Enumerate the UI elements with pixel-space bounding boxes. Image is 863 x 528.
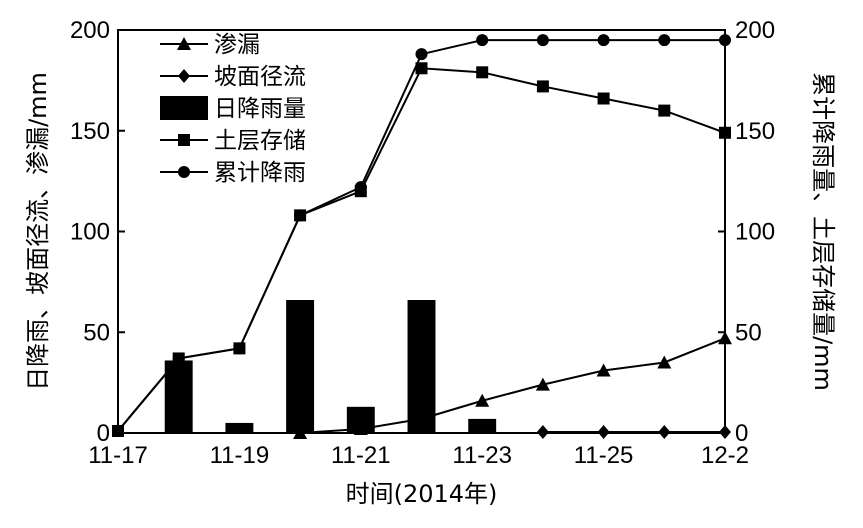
point-triangle — [596, 363, 611, 377]
y-left-tick-label: 50 — [83, 319, 110, 346]
point-triangle — [414, 411, 429, 425]
y-right-tick-label: 0 — [735, 420, 748, 447]
point-circle — [354, 181, 367, 194]
point-circle — [476, 34, 489, 47]
bar-daily-rainfall — [164, 360, 193, 433]
point-square — [536, 80, 549, 93]
point-square — [476, 66, 489, 79]
point-triangle — [718, 331, 732, 345]
point-circle — [719, 34, 731, 47]
point-triangle — [475, 393, 490, 407]
point-circle — [233, 342, 246, 355]
point-circle — [294, 209, 307, 222]
legend-label: 渗漏 — [214, 32, 260, 58]
bar-daily-rainfall — [286, 300, 315, 433]
bar-daily-rainfall — [407, 300, 436, 433]
legend-swatch-bar — [160, 96, 208, 120]
x-tick-label: 11-17 — [88, 442, 148, 469]
y-left-tick-label: 150 — [70, 118, 110, 145]
line-triangle — [300, 337, 726, 434]
x-axis-title: 时间(2014年) — [346, 480, 498, 508]
y-right-tick-label: 200 — [735, 17, 775, 44]
y-axis-right-title: 累计降雨量、土层存储量/mm — [809, 72, 837, 391]
x-tick-label: 11-23 — [452, 442, 512, 469]
point-square — [597, 92, 610, 105]
point-triangle — [535, 377, 550, 391]
legend-label: 日降雨量 — [214, 96, 306, 122]
point-square — [719, 126, 731, 139]
x-tick-label: 11-19 — [210, 442, 270, 469]
point-square — [658, 104, 671, 117]
x-tick-label: 11-21 — [331, 442, 391, 469]
y-left-tick-label: 100 — [70, 219, 110, 246]
legend-item: 日降雨量 — [160, 96, 306, 122]
y-left-tick-label: 200 — [70, 17, 110, 44]
legend-marker-triangle — [177, 37, 191, 50]
legend-label: 累计降雨 — [214, 160, 306, 186]
legend-item: 渗漏 — [160, 32, 260, 58]
legend-item: 土层存储 — [160, 128, 306, 154]
y-right-tick-label: 150 — [735, 118, 775, 145]
point-circle — [172, 352, 185, 365]
point-circle — [658, 34, 671, 47]
y-left-tick-label: 0 — [97, 420, 110, 447]
point-triangle — [657, 355, 672, 369]
bar-daily-rainfall — [468, 418, 497, 433]
axis-ticks: 0 50 100 150 200 0 50 100 150 200 11-17 11-19 11-21 1… — [70, 17, 775, 469]
legend-item: 累计降雨 — [160, 160, 306, 186]
point-circle — [415, 48, 428, 61]
y-right-tick-label: 100 — [735, 219, 775, 246]
legend-marker-diamond — [178, 69, 190, 83]
legend-marker-square — [178, 134, 190, 146]
y-right-tick-label: 50 — [735, 319, 762, 346]
bars-daily-rainfall — [164, 300, 497, 433]
x-tick-label: 11-25 — [574, 442, 634, 469]
y-axis-left-title: 日降雨、坡面径流、渗漏/mm — [24, 72, 52, 391]
legend-marker-circle — [178, 166, 190, 178]
point-square — [415, 62, 428, 75]
x-tick-label: 12-2 — [701, 442, 749, 469]
point-circle — [536, 34, 549, 47]
legend-item: 坡面径流 — [160, 64, 306, 90]
legend-label: 坡面径流 — [214, 64, 306, 90]
legend-label: 土层存储 — [214, 128, 306, 154]
point-circle — [597, 34, 610, 47]
